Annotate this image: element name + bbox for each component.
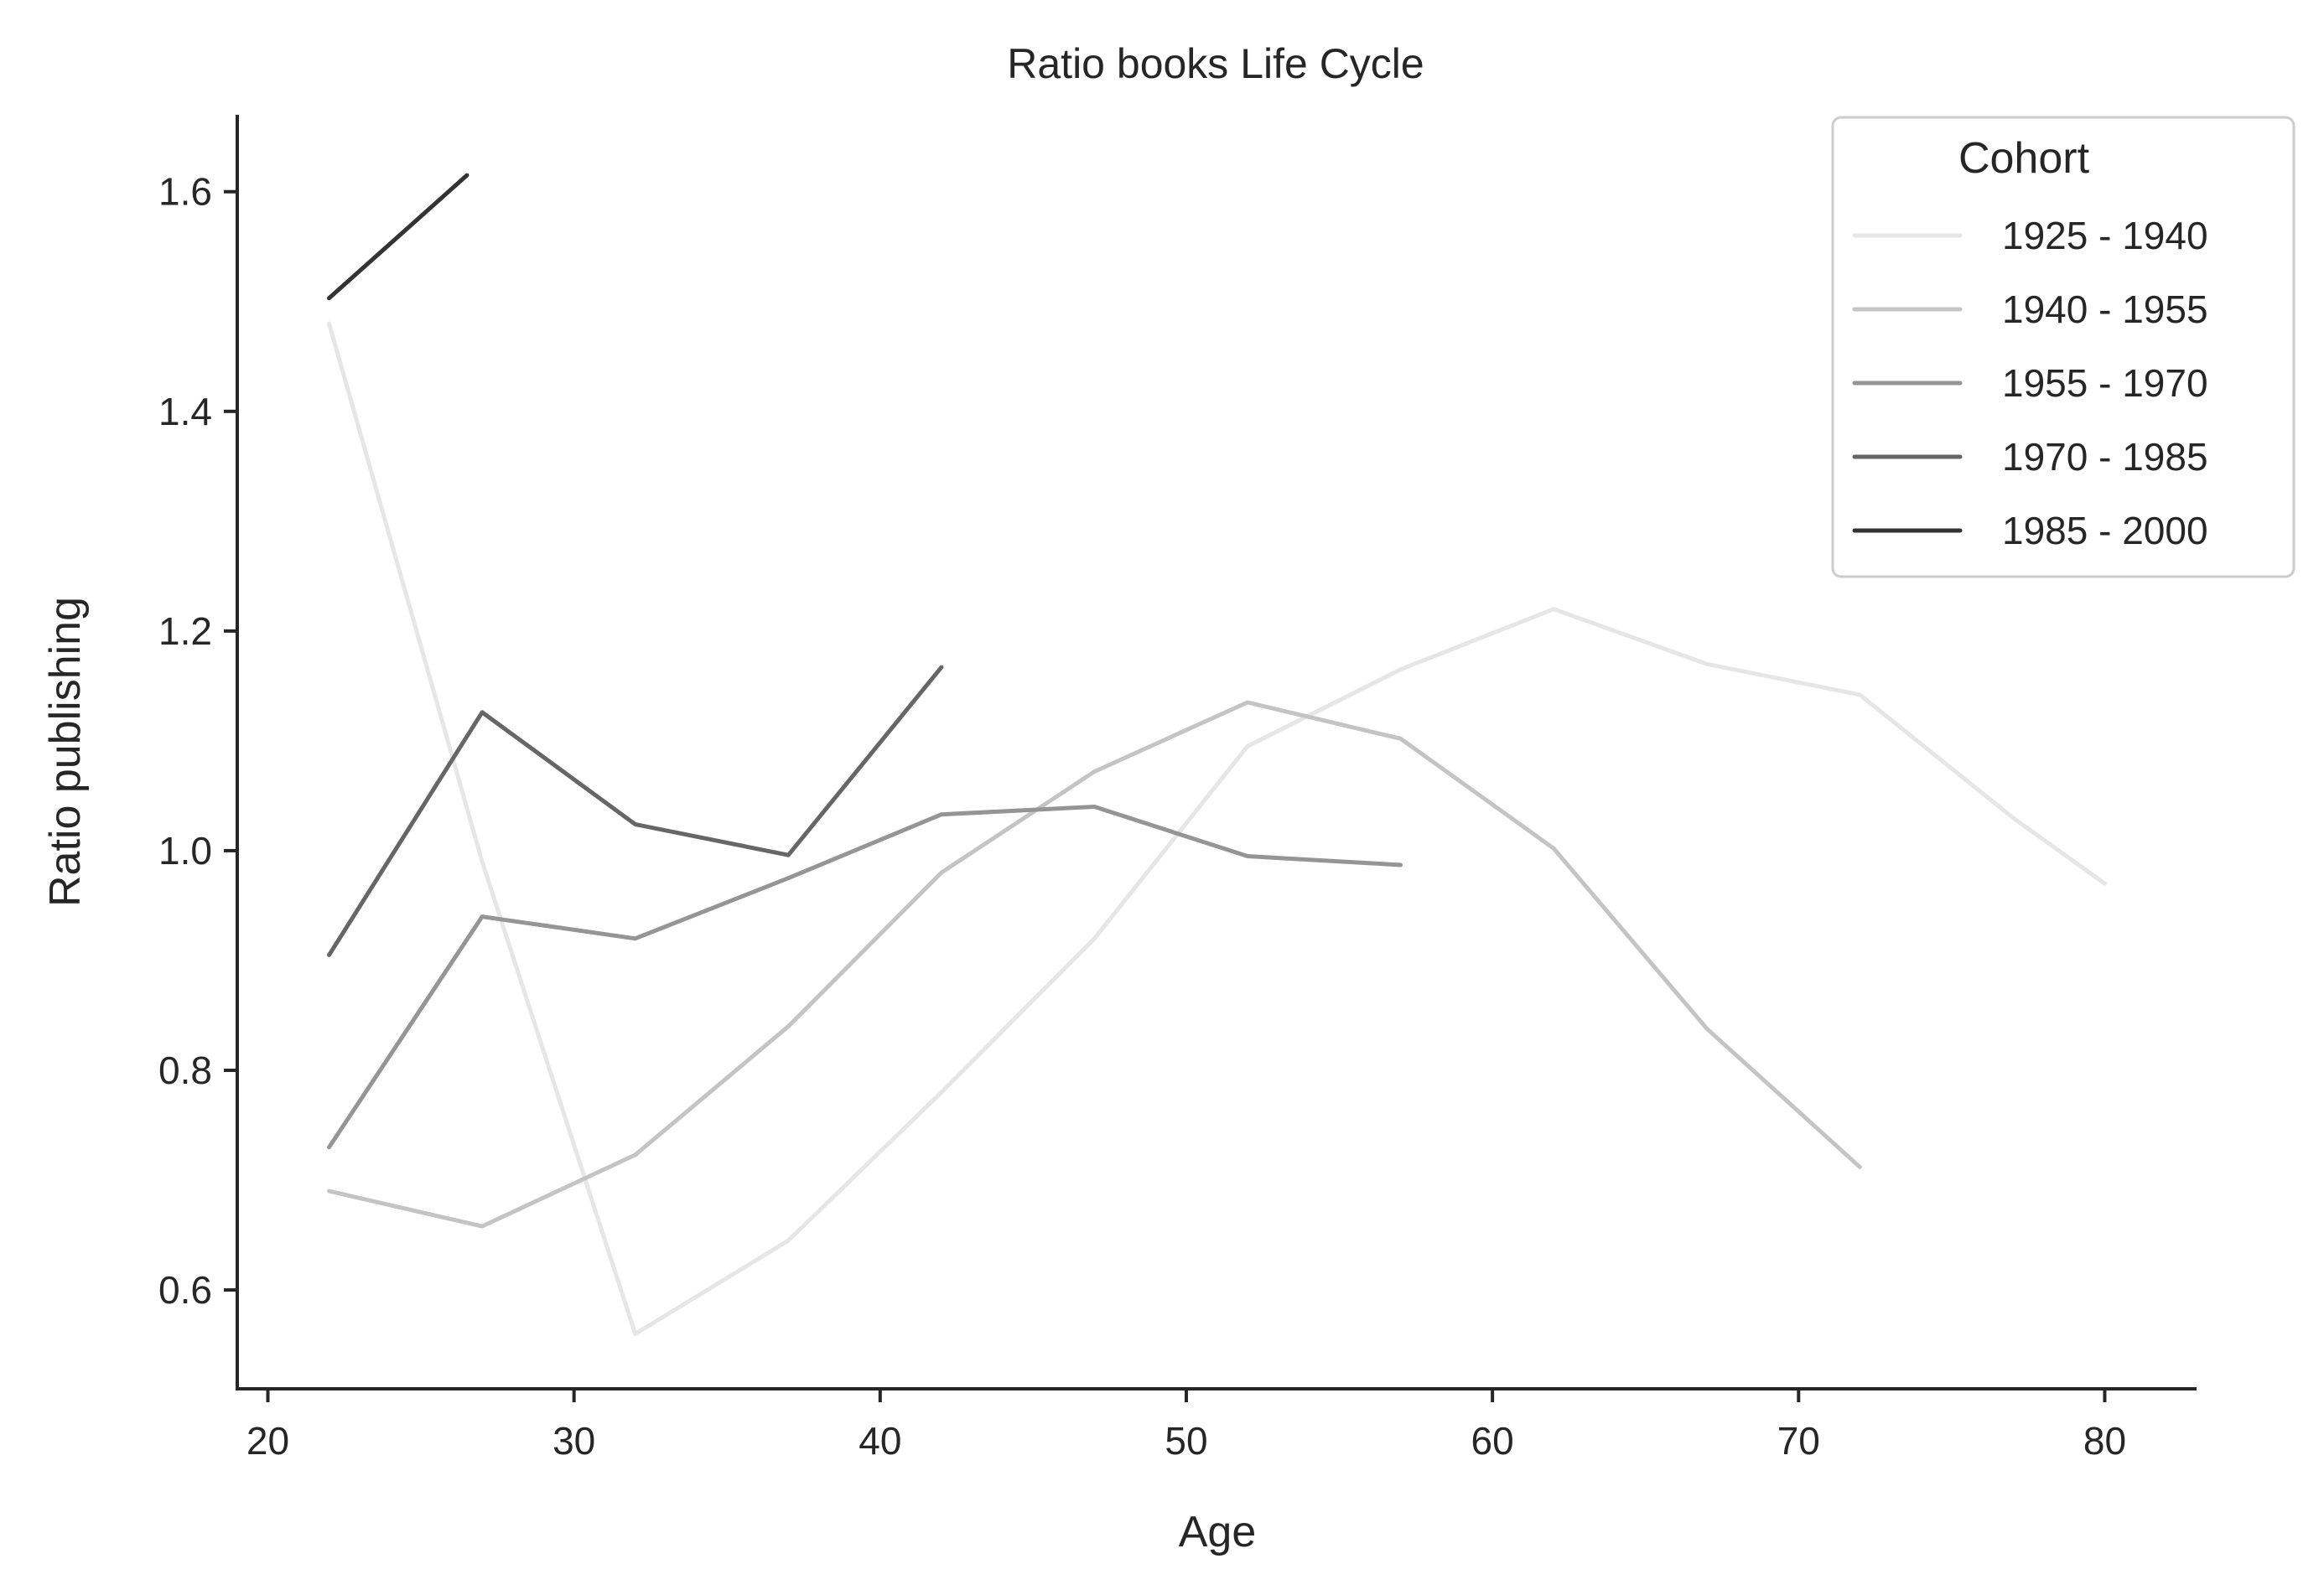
y-ticks: 0.6 0.8 1.0 1.2 1.4 1.6 [158,170,237,1312]
x-tick-label: 70 [1777,1419,1820,1463]
y-tick-label: 1.2 [158,609,212,653]
legend-label-1: 1925 - 1940 [2002,214,2208,257]
series-line-5 [327,173,469,301]
y-axis-label: Ratio publishing [41,597,90,907]
x-tick-label: 40 [859,1419,901,1463]
y-tick-label: 1.0 [158,829,212,873]
legend-label-3: 1955 - 1970 [2002,361,2208,405]
y-tick-label: 1.4 [158,390,212,433]
series-line-1 [327,321,2107,1336]
legend-items: 1925 - 1940 1940 - 1955 1955 - 1970 1970 - … [1852,214,2208,552]
series-line-2 [327,700,1862,1229]
y-tick-label: 1.6 [158,170,212,214]
chart-title: Ratio books Life Cycle [1007,40,1424,87]
legend-frame [1831,116,2295,578]
y-tick-label: 0.8 [158,1049,212,1092]
y-tick-label: 0.6 [158,1268,212,1312]
series-line-3 [327,805,1403,1150]
series-layer [327,173,2107,1336]
x-axis-label: Age [1179,1508,1257,1556]
x-tick-label: 50 [1165,1419,1207,1463]
legend-label-5: 1985 - 2000 [2002,509,2208,552]
legend: Cohort 1925 - 1940 1940 - 1955 1955 - 1970… [1831,116,2295,578]
legend-label-2: 1940 - 1955 [2002,287,2208,331]
x-tick-label: 30 [552,1419,595,1463]
series-line-4 [327,665,944,957]
legend-label-4: 1970 - 1985 [2002,435,2208,479]
x-tick-label: 80 [2083,1419,2126,1463]
legend-title: Cohort [1958,134,2090,183]
x-tick-label: 20 [246,1419,289,1463]
x-ticks: 20 30 40 50 60 70 80 [246,1389,2126,1463]
x-tick-label: 60 [1471,1419,1514,1463]
